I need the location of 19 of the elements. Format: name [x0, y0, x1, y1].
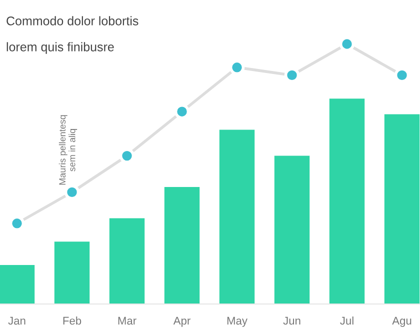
bar: [109, 218, 145, 304]
x-tick-label: May: [227, 316, 248, 327]
bar: [54, 242, 90, 304]
chart-title: Commodo dolor lobortis: [6, 16, 138, 26]
x-tick-label: Agu: [392, 316, 412, 327]
bar: [384, 114, 420, 304]
x-tick-label: Mar: [118, 316, 136, 325]
bar: [329, 98, 365, 304]
bar: [0, 265, 35, 304]
x-tick-label: Feb: [63, 316, 82, 325]
bar: [219, 130, 255, 304]
x-tick-label: Apr: [173, 316, 190, 327]
annotation: Mauris pellentesq sem in aliq: [58, 115, 78, 185]
chart-subtitle: lorem quis finibusre: [6, 42, 114, 54]
bar: [164, 187, 200, 304]
x-tick-label: Jun: [283, 316, 300, 325]
x-tick-label: Jan: [8, 316, 26, 325]
bar: [274, 156, 310, 304]
x-tick-label: Jul: [340, 316, 354, 325]
